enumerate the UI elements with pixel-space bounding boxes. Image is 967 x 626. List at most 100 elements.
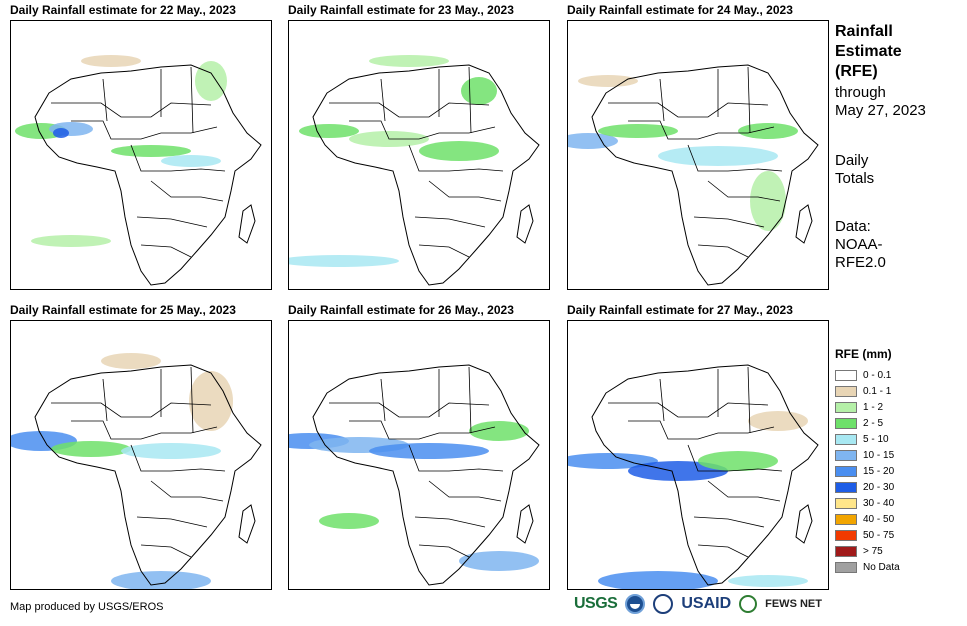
africa-coastline xyxy=(34,64,262,286)
legend-swatch xyxy=(835,449,857,461)
rainfall-map xyxy=(567,320,829,590)
legend-item: 50 - 75 xyxy=(835,527,900,543)
rainfall-area xyxy=(459,551,539,571)
africa-coastline xyxy=(591,364,819,586)
legend-item: 20 - 30 xyxy=(835,479,900,495)
country-border xyxy=(51,402,212,418)
legend-swatch xyxy=(835,465,857,477)
legend-swatch xyxy=(835,401,857,413)
sidebar-through: through xyxy=(835,84,886,101)
country-border xyxy=(136,216,208,228)
country-border xyxy=(693,216,765,228)
legend-swatch xyxy=(835,369,857,381)
sidebar-title-line: (RFE) xyxy=(835,63,878,80)
legend-label: > 75 xyxy=(863,545,883,557)
country-border xyxy=(329,402,490,418)
country-border xyxy=(136,516,208,528)
country-border xyxy=(102,378,108,422)
legend-item: 1 - 2 xyxy=(835,399,900,415)
madagascar-coastline xyxy=(795,204,813,244)
rainfall-area xyxy=(628,461,728,481)
rainfall-area xyxy=(81,55,141,67)
country-border xyxy=(428,480,502,502)
country-border xyxy=(418,544,470,558)
partner-logos: USGS USAID FEWS NET xyxy=(574,594,822,614)
rainfall-area xyxy=(289,255,399,267)
country-border xyxy=(380,378,386,422)
sidebar-totals-line: Daily xyxy=(835,152,869,169)
country-border xyxy=(747,366,751,434)
country-border xyxy=(190,66,194,134)
country-border xyxy=(628,120,775,140)
rainfall-area xyxy=(51,441,131,457)
legend-swatch xyxy=(835,385,857,397)
map-svg xyxy=(15,55,262,286)
country-border xyxy=(140,244,192,258)
usaid-logo: USAID xyxy=(681,595,732,612)
rainfall-area xyxy=(299,124,359,138)
rainfall-area xyxy=(31,235,111,247)
rainfall-map xyxy=(10,320,272,590)
africa-coastline xyxy=(312,64,540,286)
legend-swatch xyxy=(835,433,857,445)
rainfall-area xyxy=(111,571,211,589)
country-border xyxy=(428,180,502,202)
legend-item: 40 - 50 xyxy=(835,511,900,527)
country-border xyxy=(707,180,781,202)
panel-title: Daily Rainfall estimate for 25 May., 202… xyxy=(10,303,236,317)
country-border xyxy=(697,544,749,558)
sidebar-totals-line: Totals xyxy=(835,170,875,187)
legend-label: 0.1 - 1 xyxy=(863,385,892,397)
rainfall-area xyxy=(461,77,497,105)
legend-item: 30 - 40 xyxy=(835,495,900,511)
country-border xyxy=(380,78,386,122)
country-border xyxy=(747,66,751,134)
legend-label: 2 - 5 xyxy=(863,417,884,429)
rainfall-area xyxy=(598,571,718,589)
africa-coastline xyxy=(34,364,262,586)
rainfall-map xyxy=(288,320,550,590)
country-border xyxy=(468,66,472,134)
map-svg xyxy=(568,364,819,589)
panel-title: Daily Rainfall estimate for 27 May., 202… xyxy=(567,303,793,317)
rainfall-area xyxy=(121,443,221,459)
legend: RFE (mm) 0 - 0.1 0.1 - 1 1 - 2 2 - 5 5 - 10 1… xyxy=(835,347,900,575)
country-border xyxy=(51,102,212,118)
country-border xyxy=(408,444,504,472)
rainfall-area xyxy=(568,453,658,469)
legend-swatch xyxy=(835,545,857,557)
rainfall-area xyxy=(750,171,786,231)
rainfall-area xyxy=(53,128,69,138)
country-border xyxy=(608,402,769,418)
country-border xyxy=(71,120,218,140)
rainfall-area xyxy=(195,61,227,101)
country-border xyxy=(102,78,108,122)
rainfall-area xyxy=(728,575,808,587)
country-border xyxy=(687,144,783,172)
country-border xyxy=(130,444,226,472)
country-border xyxy=(414,216,486,228)
country-border xyxy=(71,420,218,440)
rainfall-area xyxy=(598,124,678,138)
rainfall-area xyxy=(161,155,221,167)
country-border xyxy=(608,102,769,118)
legend-label: 5 - 10 xyxy=(863,433,889,445)
rainfall-area xyxy=(568,133,618,149)
legend-swatch xyxy=(835,529,857,541)
rainfall-area xyxy=(319,513,379,529)
rainfall-area xyxy=(698,451,778,471)
sidebar-through-date: May 27, 2023 xyxy=(835,102,926,119)
panel-title: Daily Rainfall estimate for 26 May., 202… xyxy=(288,303,514,317)
rainfall-area xyxy=(469,421,529,441)
map-svg xyxy=(568,64,819,286)
sidebar-title-line: Estimate xyxy=(835,43,902,60)
noaa-logo-icon xyxy=(625,594,646,614)
country-border xyxy=(190,366,194,434)
legend-label: 10 - 15 xyxy=(863,449,895,461)
rainfall-map xyxy=(288,20,550,290)
country-border xyxy=(140,544,192,558)
legend-label: 50 - 75 xyxy=(863,529,895,541)
legend-item: 0.1 - 1 xyxy=(835,383,900,399)
map-svg xyxy=(289,55,540,286)
country-border xyxy=(408,144,504,172)
